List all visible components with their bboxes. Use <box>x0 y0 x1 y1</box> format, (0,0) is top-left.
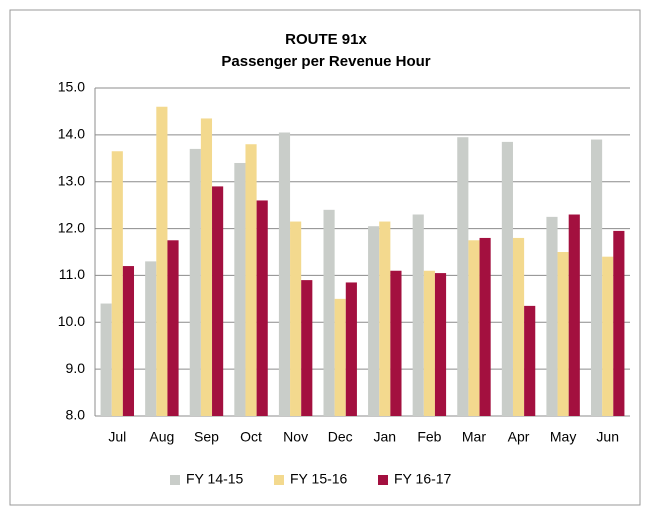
x-tick-label: Nov <box>283 429 308 445</box>
chart-subtitle: Passenger per Revenue Hour <box>221 53 430 70</box>
bar <box>301 280 313 416</box>
legend-label: FY 15-16 <box>290 471 348 487</box>
bar <box>501 141 513 416</box>
x-tick-label: Mar <box>462 429 486 445</box>
bar <box>590 139 603 417</box>
bar <box>568 214 580 416</box>
bar <box>100 303 112 416</box>
x-tick-label: Dec <box>328 429 353 445</box>
bar <box>145 261 157 416</box>
bar <box>546 216 558 416</box>
bar <box>557 252 569 416</box>
bar <box>345 282 357 416</box>
legend-swatch <box>378 475 388 485</box>
x-tick-label: Jul <box>108 429 126 445</box>
y-tick-label: 11.0 <box>59 266 85 282</box>
bar <box>368 226 380 416</box>
bar <box>278 132 291 416</box>
bar <box>334 298 346 416</box>
x-tick-label: Jun <box>596 429 619 445</box>
x-tick-label: Jan <box>374 429 397 445</box>
bar <box>212 186 224 416</box>
legend-label: FY 14-15 <box>186 471 244 487</box>
bar <box>524 305 536 416</box>
bar <box>290 221 302 416</box>
bar <box>189 148 201 416</box>
bar <box>156 106 168 416</box>
bar <box>111 151 123 416</box>
x-tick-label: Apr <box>508 429 530 445</box>
x-tick-label: Aug <box>149 429 174 445</box>
y-tick-label: 12.0 <box>58 219 85 235</box>
bar <box>200 118 213 416</box>
bar <box>234 162 246 416</box>
bar <box>468 240 480 416</box>
bar <box>256 200 268 416</box>
y-tick-label: 10.0 <box>58 313 85 329</box>
bar <box>390 270 402 416</box>
x-tick-label: Oct <box>240 429 262 445</box>
bar <box>457 137 469 416</box>
bar <box>512 237 525 416</box>
bar <box>167 240 179 416</box>
chart-title: ROUTE 91x <box>285 31 367 48</box>
bar <box>602 256 614 416</box>
legend-label: FY 16-17 <box>394 471 452 487</box>
y-tick-label: 9.0 <box>66 360 86 376</box>
bar <box>323 209 335 416</box>
bar <box>613 230 625 416</box>
legend-swatch <box>170 475 180 485</box>
bar <box>423 270 435 416</box>
legend-swatch <box>274 475 284 485</box>
bar <box>434 273 447 416</box>
y-tick-label: 8.0 <box>66 407 86 423</box>
x-tick-label: May <box>550 429 576 445</box>
y-tick-label: 15.0 <box>58 79 85 95</box>
bar <box>412 214 424 416</box>
x-tick-label: Sep <box>194 429 219 445</box>
bar <box>479 237 491 416</box>
bar <box>122 266 135 416</box>
x-tick-label: Feb <box>417 429 441 445</box>
bar <box>379 221 391 416</box>
bar <box>245 144 257 416</box>
y-tick-label: 13.0 <box>58 172 85 188</box>
y-tick-label: 14.0 <box>58 126 85 142</box>
